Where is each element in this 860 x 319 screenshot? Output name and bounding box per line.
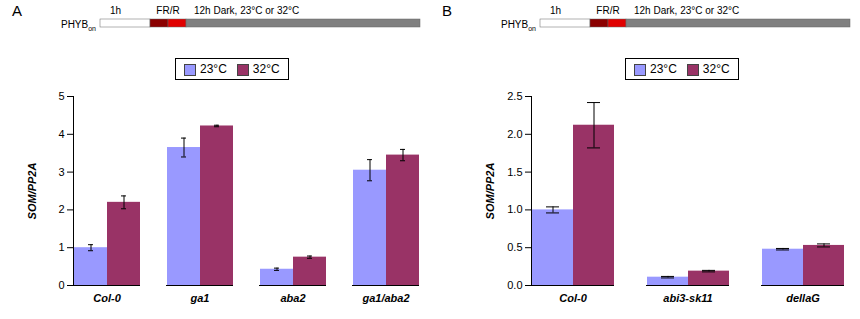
- svg-text:B: B: [442, 2, 452, 19]
- svg-text:0.0: 0.0: [507, 279, 522, 291]
- html-text:23°C: 23°C: [650, 62, 677, 76]
- svg-text:1.5: 1.5: [507, 166, 522, 178]
- svg-text:1h: 1h: [110, 5, 121, 16]
- svg-text:0: 0: [58, 279, 64, 291]
- svg-text:4: 4: [58, 128, 64, 140]
- html-text:23°C: 23°C: [200, 62, 227, 76]
- svg-text:1h: 1h: [550, 5, 561, 16]
- svg-text:abi3-sk11: abi3-sk11: [663, 292, 712, 304]
- svg-text:PHYBon: PHYBon: [501, 19, 536, 32]
- svg-text:SOM/PP2A: SOM/PP2A: [26, 163, 38, 220]
- svg-text:SOM/PP2A: SOM/PP2A: [484, 163, 496, 220]
- html-text:32°C: 32°C: [702, 62, 730, 76]
- svg-text:aba2: aba2: [280, 292, 305, 304]
- svg-text:2.0: 2.0: [507, 128, 522, 140]
- svg-text:PHYBon: PHYBon: [61, 19, 96, 32]
- svg-text:12h Dark, 23°C or 32°C: 12h Dark, 23°C or 32°C: [634, 5, 739, 16]
- svg-text:Col-0: Col-0: [93, 292, 121, 304]
- svg-text:1.0: 1.0: [507, 203, 522, 215]
- svg-text:5: 5: [58, 90, 64, 102]
- svg-text:ga1: ga1: [190, 292, 210, 304]
- svg-text:2: 2: [58, 203, 64, 215]
- svg-text:0.5: 0.5: [507, 241, 522, 253]
- svg-text:1: 1: [58, 241, 64, 253]
- svg-text:dellaG: dellaG: [786, 292, 820, 304]
- svg-text:ga1/aba2: ga1/aba2: [361, 292, 409, 304]
- html-text:32°C: 32°C: [252, 62, 280, 76]
- svg-text:FR/R: FR/R: [596, 5, 619, 16]
- svg-text:Col-0: Col-0: [559, 292, 587, 304]
- svg-text:A: A: [12, 2, 22, 19]
- svg-text:3: 3: [58, 166, 64, 178]
- svg-text:FR/R: FR/R: [156, 5, 179, 16]
- svg-text:2.5: 2.5: [507, 90, 522, 102]
- svg-text:12h Dark, 23°C or 32°C: 12h Dark, 23°C or 32°C: [194, 5, 299, 16]
